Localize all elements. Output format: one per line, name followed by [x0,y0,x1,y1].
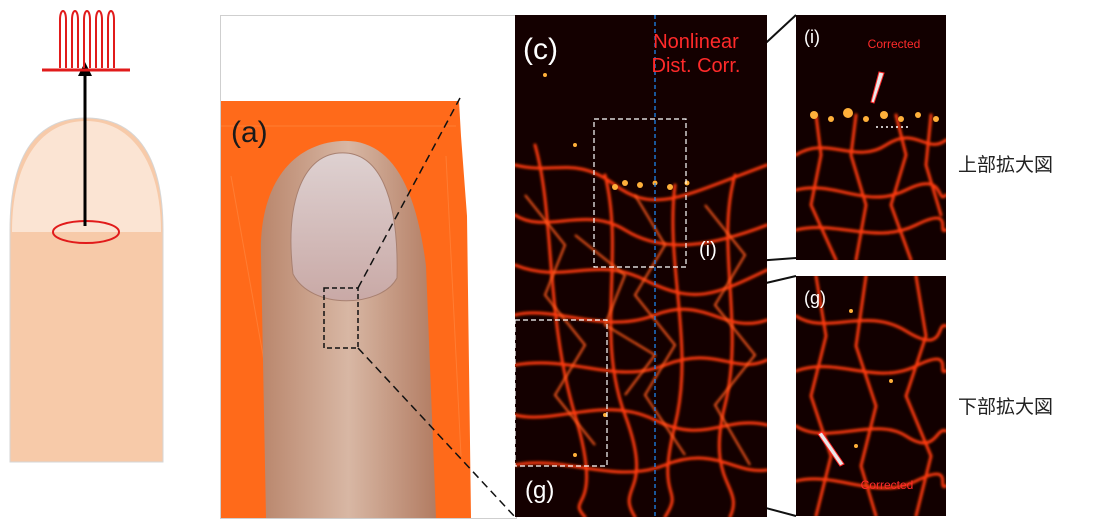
zoom-top-note: Corrected [867,37,921,51]
roi-box [323,287,359,349]
zoom-top-label: (i) [804,27,820,47]
vessel-network [515,15,767,517]
roi-bottom-label: (g) [525,477,555,504]
zoom-bottom-note: Corrected [860,478,914,492]
vessel-image-main: (c) Nonlinear Dist. Corr. (i) (g) [515,15,767,517]
finger-photo [221,16,516,518]
zoom-panel-top: (i) Corrected [796,15,946,260]
side-label-bottom: 下部拡大図 [958,396,1054,418]
correction-arrow-top [870,71,885,104]
nonlinear-label-line2: Dist. Corr. [651,55,741,77]
finger-schematic [9,10,164,463]
zoom-panel-bottom: (g) Corrected [796,276,946,516]
roi-top-label: (i) [699,239,717,261]
panel-label-a: (a) [231,116,268,149]
side-label-top: 上部拡大図 [958,154,1054,176]
ultrasound-pulses-icon [59,10,115,68]
photo-panel: (a) [220,15,517,519]
nonlinear-label-line1: Nonlinear [653,31,739,53]
roi-bottom-box [515,319,608,467]
zoom-bottom-label: (g) [804,288,826,308]
vessel-zoom-bottom [796,276,946,516]
correction-arrow-bottom [817,431,845,467]
panel-label-c: (c) [523,33,558,66]
vessel-zoom-top [796,15,946,260]
